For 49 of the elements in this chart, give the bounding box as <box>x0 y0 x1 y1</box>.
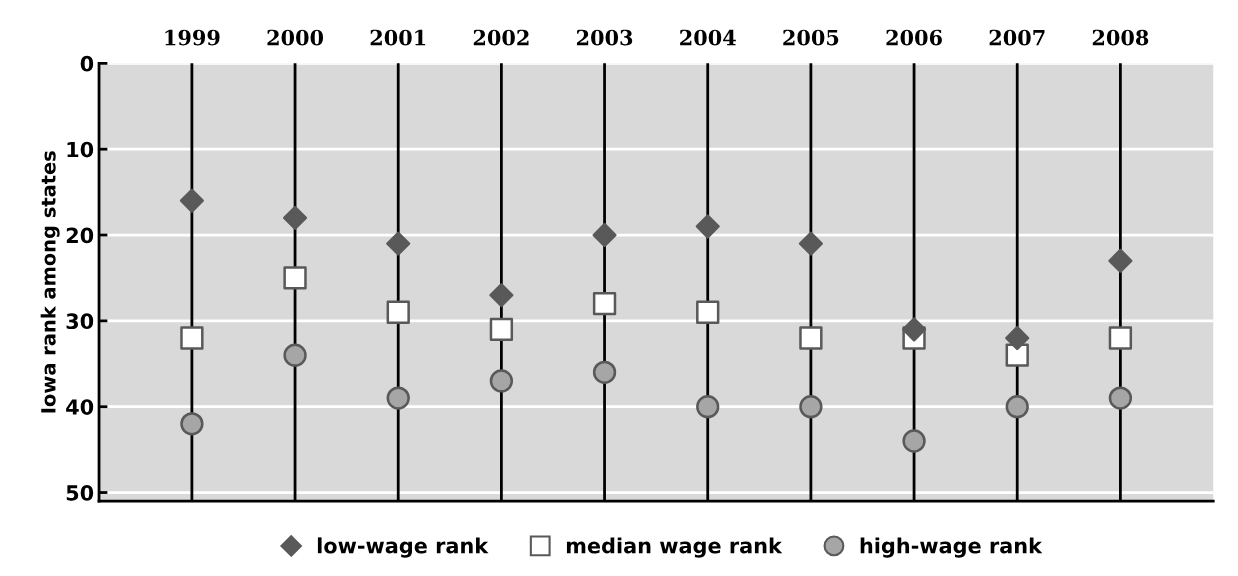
point <box>179 188 204 213</box>
legend-label: high-wage rank <box>860 537 1043 558</box>
point <box>386 386 410 410</box>
point <box>1005 343 1029 367</box>
point <box>489 369 514 393</box>
point <box>1108 248 1133 273</box>
x-tick-label: 2006 <box>886 29 942 46</box>
point <box>180 412 204 436</box>
x-tick-label: 2007 <box>989 29 1045 46</box>
x-tick-label: 1999 <box>165 29 220 46</box>
point <box>283 205 308 230</box>
point <box>1108 326 1133 350</box>
point <box>1005 395 1029 419</box>
point <box>489 283 514 308</box>
x-tick-label: 2003 <box>576 29 633 46</box>
point <box>696 300 720 324</box>
y-axis-title: Iowa rank among states <box>40 151 60 413</box>
point <box>902 317 927 342</box>
point <box>489 317 514 342</box>
point <box>386 231 411 256</box>
point <box>592 360 617 385</box>
x-tick-label: 2002 <box>473 29 529 46</box>
point <box>1005 325 1030 351</box>
point <box>798 231 823 256</box>
x-tick-label: 2004 <box>680 29 736 46</box>
point <box>283 343 307 367</box>
point <box>592 222 617 248</box>
point <box>1108 386 1133 410</box>
point <box>386 300 410 324</box>
point <box>180 326 204 350</box>
point <box>283 266 307 290</box>
x-tick-label: 2000 <box>267 29 324 46</box>
point <box>902 429 926 453</box>
legend-label: median wage rank <box>566 537 783 558</box>
y-tick-label: 10 <box>67 141 94 158</box>
x-tick-label: 2008 <box>1092 29 1149 46</box>
y-tick-label: 50 <box>66 484 94 501</box>
y-tick-label: 30 <box>66 313 94 330</box>
point <box>799 326 823 350</box>
legend-label: low-wage rank <box>317 537 489 558</box>
point <box>799 395 823 419</box>
point <box>696 395 720 419</box>
y-tick-label: 0 <box>80 55 94 72</box>
x-tick-label: 2005 <box>783 29 839 46</box>
point <box>695 214 720 239</box>
x-tick-label: 2001 <box>370 29 426 46</box>
y-tick-label: 20 <box>66 227 94 244</box>
point <box>592 292 617 316</box>
y-tick-label: 40 <box>66 399 94 415</box>
